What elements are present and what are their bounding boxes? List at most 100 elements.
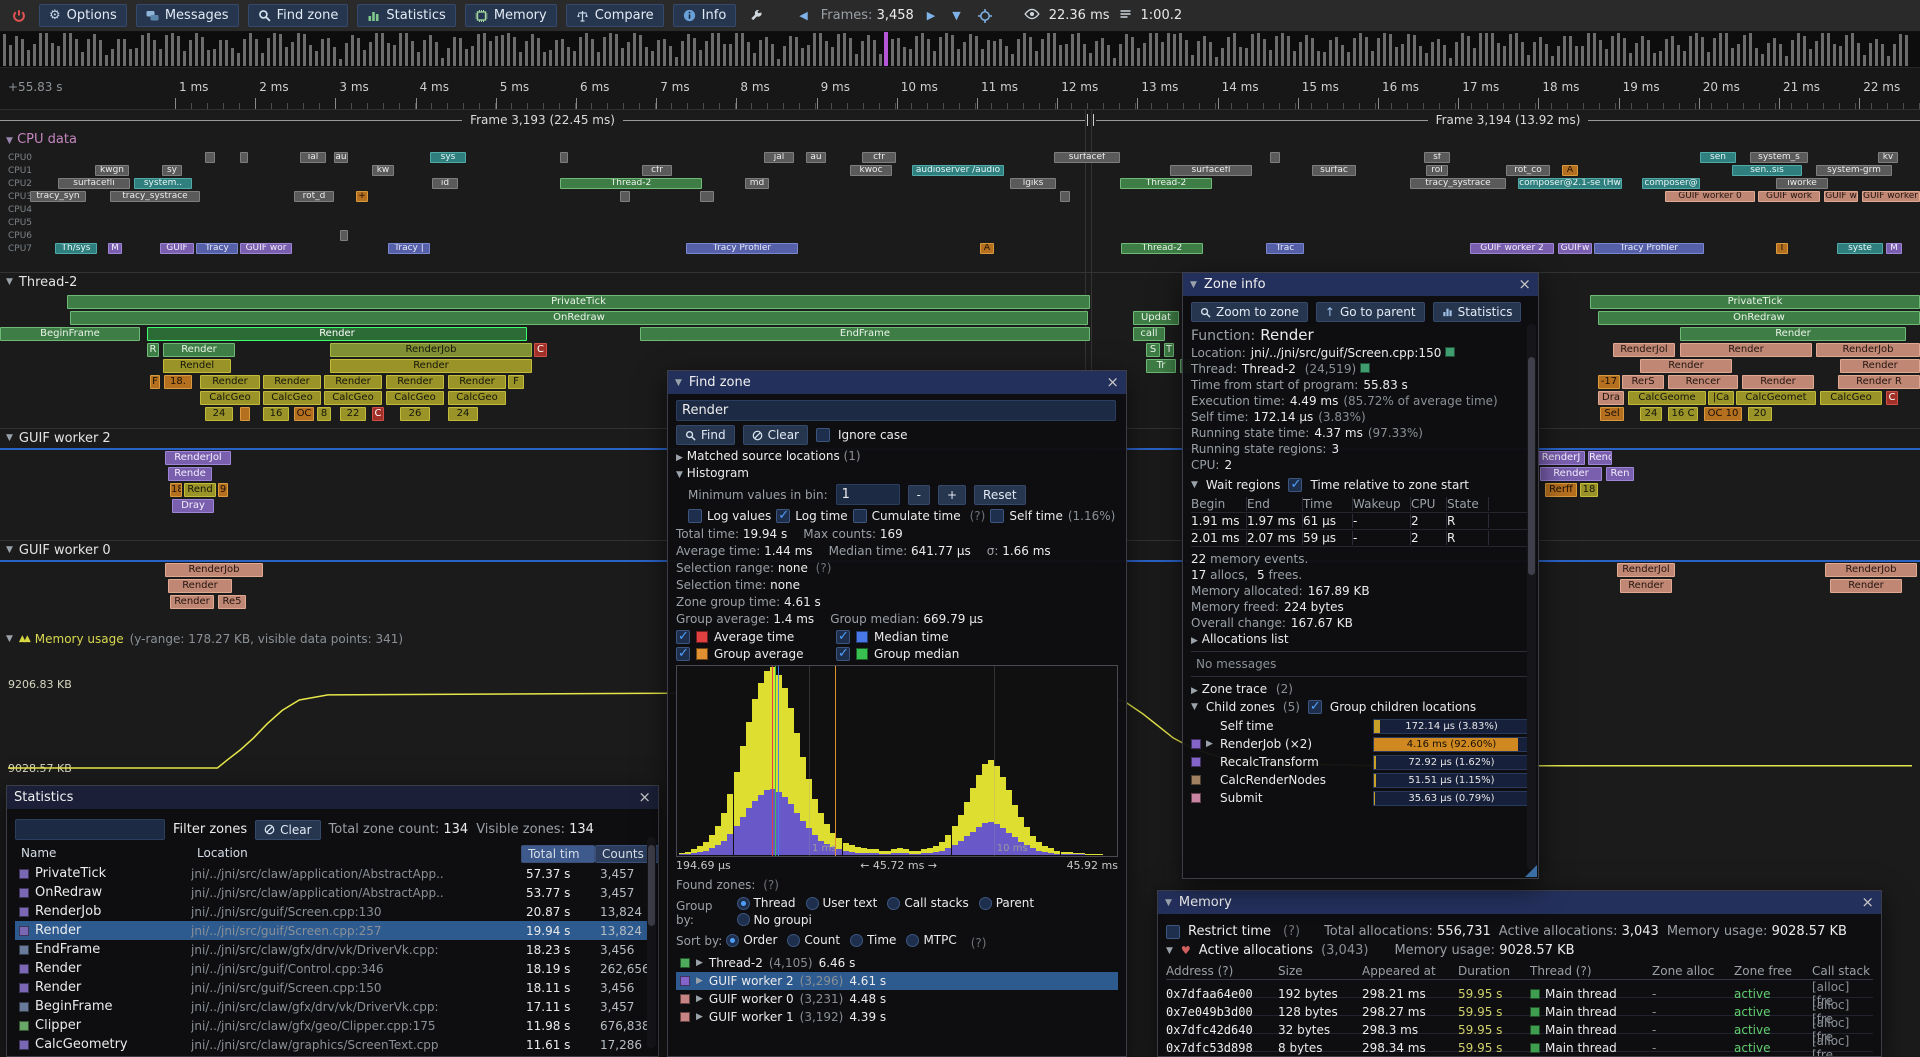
histogram-bar[interactable] [981,763,988,855]
frame-time-bar[interactable] [399,33,402,66]
frame-time-bar[interactable] [87,39,90,66]
collapse-icon[interactable]: ▼ [1166,945,1173,956]
log-time-checkbox[interactable] [776,508,791,523]
frame-time-bar[interactable] [1143,43,1146,66]
time-ruler[interactable]: +55.83 s 1 ms 2 ms 3 ms 4 ms 5 ms 6 ms 7 ms 8 m… [0,68,1920,110]
frame-time-bar[interactable] [1281,33,1284,66]
frame-time-bar[interactable] [333,46,336,66]
histogram-bar[interactable] [1090,853,1097,855]
clear-filter-button[interactable]: Clear [255,819,321,840]
frame-time-bar[interactable] [1725,33,1728,66]
histogram-bar[interactable] [1048,848,1055,855]
histogram-group-bar[interactable] [824,843,831,855]
histogram-bar[interactable] [860,848,867,855]
frame-time-bar[interactable] [921,33,924,66]
log-values-checkbox[interactable] [688,509,702,523]
frame-time-bar[interactable] [903,46,906,66]
frame-time-bar[interactable] [141,35,144,66]
frame-time-bar[interactable] [1353,37,1356,66]
histogram-bar[interactable] [751,699,758,855]
frame-time-bar[interactable] [555,40,558,66]
matched-locations-header[interactable]: Matched source locations [686,449,840,463]
zone-rendel[interactable]: Rendel [163,359,231,373]
frame-time-bar[interactable] [1893,44,1896,66]
zone-dray[interactable]: Dray [172,499,214,513]
zone-22[interactable]: 22 [340,407,366,421]
zone-thread-2[interactable]: Thread-2 [1120,178,1212,189]
frame-time-bar[interactable] [747,42,750,66]
allocation-row[interactable]: 0x7e049b3d00 128 bytes 298.27 ms 59.95 s Mai… [1166,998,1873,1026]
frame-time-bar[interactable] [1833,43,1836,66]
radio-icon[interactable] [887,896,901,910]
frame-time-bar[interactable] [1167,33,1170,66]
zone-bar[interactable] [340,230,348,241]
frame-time-bar[interactable] [441,57,444,66]
frame-time-bar[interactable] [1701,37,1704,66]
wait-region-row[interactable]: 2.01 ms 2.07 ms 59 μs -2 R [1191,530,1530,547]
frame-time-bar[interactable] [177,36,180,66]
frame-time-bar[interactable] [1665,38,1668,66]
frame-time-bar[interactable] [1227,37,1230,66]
frame-time-bar[interactable] [891,38,894,66]
frame-time-bar[interactable] [1059,45,1062,66]
histogram-group-bar[interactable] [969,831,976,855]
zone-render[interactable]: Render [163,343,235,357]
histogram-group-bar[interactable] [921,852,928,855]
frame-time-bar[interactable] [645,47,648,66]
frame-time-bar[interactable] [1233,33,1236,66]
frame-span-right[interactable]: Frame 3,194 (13.92 ms) [1096,113,1920,127]
histogram-group-bar[interactable] [794,812,801,855]
histogram-bar[interactable] [872,849,879,855]
zone-sf[interactable]: sf [1424,152,1450,163]
histogram-plot[interactable]: 1 ms 10 ms [676,665,1118,857]
frame-time-bar[interactable] [57,45,60,66]
radio-icon[interactable] [787,933,801,947]
frame-time-bar[interactable] [1779,43,1782,66]
zone-calcgeomet[interactable]: CalcGeomet [1736,391,1816,405]
memory-col-header[interactable]: Address (?) [1166,963,1234,978]
frame-time-bar[interactable] [1737,44,1740,66]
found-zone-group[interactable]: ▶ Thread-2 (4,105) 6.46 s [676,954,1118,972]
location-value[interactable]: jni/../jni/src/guif/Screen.cpp:150 [1250,346,1442,360]
frame-time-bar[interactable] [1653,53,1656,66]
frame-time-bar[interactable] [33,43,36,66]
histogram-bar[interactable] [975,774,982,855]
radio-option[interactable]: Parent [978,896,1034,910]
current-frame-marker[interactable] [883,32,888,66]
zone-ren[interactable]: Ren [1606,467,1634,481]
zone-render[interactable]: Render [170,595,214,609]
radio-option[interactable]: User text [805,896,877,910]
child-zone-row[interactable]: Self time 172.14 μs (3.83%) [1191,718,1530,734]
frame-time-bar[interactable] [1899,34,1902,66]
zone-onredraw[interactable]: OnRedraw [1598,311,1920,325]
resize-grip[interactable] [1525,865,1537,877]
histogram-group-bar[interactable] [1006,832,1013,855]
zone-c[interactable]: C [372,407,384,421]
zone-kv[interactable]: kv [1878,152,1898,163]
frame-time-bar[interactable] [1401,44,1404,66]
zone-render[interactable]: Render [1680,327,1906,341]
expand-icon[interactable]: ▶ [696,975,703,986]
wait-regions-header[interactable]: Wait regions [1205,478,1281,492]
stats-row[interactable]: RenderJob jni/../jni/src/guif/Screen.cpp:… [15,902,650,921]
histogram-bar[interactable] [866,849,873,855]
frame-time-bar[interactable] [939,36,942,66]
frame-time-bar[interactable] [1197,41,1200,66]
histogram-bar[interactable] [854,847,861,855]
histogram-bar[interactable] [709,834,716,855]
zone-rot-co[interactable]: rot_co [1506,165,1550,176]
frame-time-bar[interactable] [609,33,612,66]
zone-16-c[interactable]: 16 C [1668,407,1698,421]
frame-time-bar[interactable] [1755,48,1758,66]
histogram-bar[interactable] [800,757,807,855]
frame-time-bar[interactable] [1287,36,1290,66]
histogram-bar[interactable] [745,721,752,855]
legend-checkbox[interactable] [836,629,850,644]
histogram-group-bar[interactable] [957,840,964,855]
found-zone-group[interactable]: ▶ GUIF worker 0 (3,231) 4.48 s [676,990,1118,1008]
zone-render[interactable]: Render [1680,343,1812,357]
radio-icon[interactable] [805,896,819,910]
frame-time-bar[interactable] [801,48,804,66]
histogram-bar[interactable] [806,779,813,855]
histogram-group-bar[interactable] [927,852,934,855]
